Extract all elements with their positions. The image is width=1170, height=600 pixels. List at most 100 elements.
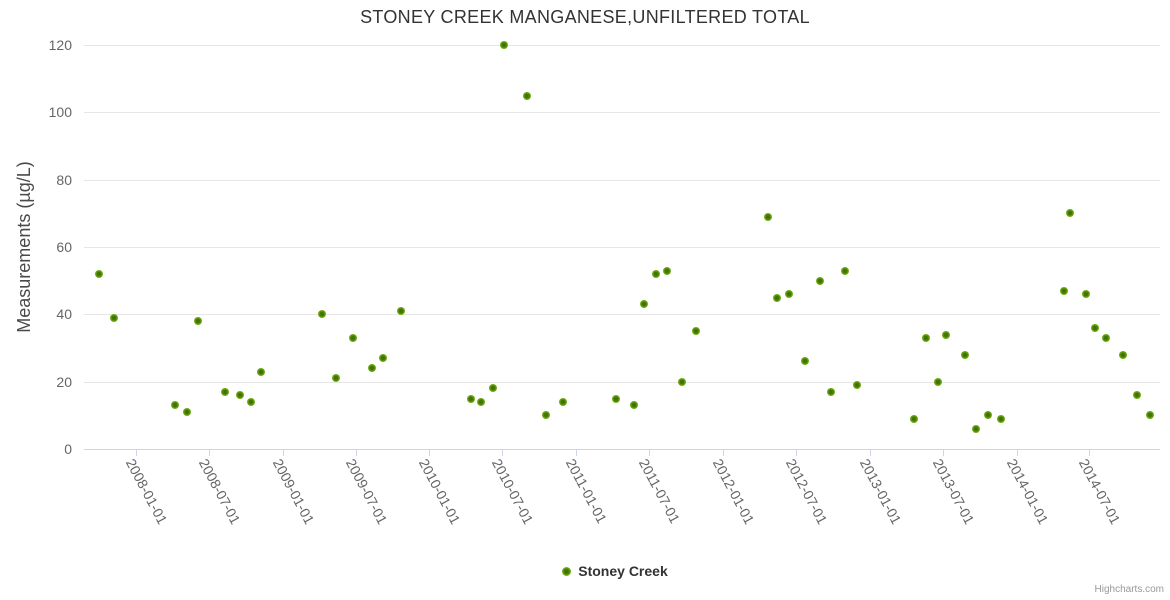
data-point[interactable] <box>256 367 265 376</box>
x-axis-tick <box>943 450 944 456</box>
data-point[interactable] <box>182 407 191 416</box>
data-point[interactable] <box>763 212 772 221</box>
x-axis-tick <box>429 450 430 456</box>
x-axis-line <box>84 449 1160 450</box>
y-axis-tick-label: 120 <box>48 37 72 53</box>
x-axis-tick <box>870 450 871 456</box>
data-point[interactable] <box>934 377 943 386</box>
data-point[interactable] <box>1119 350 1128 359</box>
x-axis-tick-label: 2008-07-01 <box>195 456 244 527</box>
data-point[interactable] <box>1066 209 1075 218</box>
data-point[interactable] <box>663 266 672 275</box>
legend[interactable]: Stoney Creek <box>0 562 1170 580</box>
x-axis-tick <box>283 450 284 456</box>
x-axis-tick <box>1089 450 1090 456</box>
data-point[interactable] <box>785 290 794 299</box>
x-axis-tick <box>649 450 650 456</box>
data-point[interactable] <box>110 313 118 322</box>
data-point[interactable] <box>318 310 327 319</box>
x-axis-tick-label: 2011-07-01 <box>635 456 684 526</box>
y-axis-tick-label: 20 <box>56 374 72 390</box>
legend-series-label: Stoney Creek <box>578 563 668 579</box>
data-point[interactable] <box>378 354 387 363</box>
data-point[interactable] <box>522 91 531 100</box>
data-point[interactable] <box>801 357 810 366</box>
data-point[interactable] <box>941 330 950 339</box>
data-point[interactable] <box>640 300 649 309</box>
data-point[interactable] <box>853 381 862 390</box>
x-axis-tick <box>209 450 210 456</box>
data-point[interactable] <box>1090 323 1099 332</box>
data-point[interactable] <box>826 387 835 396</box>
x-axis-tick <box>502 450 503 456</box>
x-axis-tick <box>356 450 357 456</box>
data-point[interactable] <box>612 394 621 403</box>
data-point[interactable] <box>984 411 993 420</box>
data-point[interactable] <box>466 394 475 403</box>
x-axis-tick-label: 2014-07-01 <box>1075 456 1124 527</box>
data-point[interactable] <box>629 401 638 410</box>
x-axis-tick-label: 2010-01-01 <box>415 456 464 527</box>
highcharts-credits-link[interactable]: Highcharts.com <box>1094 584 1164 595</box>
data-point[interactable] <box>220 387 229 396</box>
x-axis-tick-label: 2010-07-01 <box>488 456 537 527</box>
data-point[interactable] <box>489 384 498 393</box>
data-point[interactable] <box>1145 411 1154 420</box>
y-axis-tick-label: 80 <box>56 172 72 188</box>
data-point[interactable] <box>1101 333 1110 342</box>
x-axis-tick <box>796 450 797 456</box>
data-point[interactable] <box>961 350 970 359</box>
data-point[interactable] <box>542 411 551 420</box>
data-point[interactable] <box>691 327 700 336</box>
chart-title: STONEY CREEK MANGANESE,UNFILTERED TOTAL <box>360 7 810 27</box>
data-point[interactable] <box>652 269 661 278</box>
x-axis-tick <box>1017 450 1018 456</box>
data-point[interactable] <box>193 317 202 326</box>
x-axis-tick-label: 2009-07-01 <box>342 456 391 527</box>
y-gridline <box>84 247 1160 248</box>
data-point[interactable] <box>840 266 849 275</box>
y-gridline <box>84 45 1160 46</box>
data-point[interactable] <box>367 364 376 373</box>
x-axis-tick <box>576 450 577 456</box>
x-axis-tick-label: 2009-01-01 <box>269 456 318 527</box>
y-gridline <box>84 112 1160 113</box>
data-point[interactable] <box>1059 286 1068 295</box>
y-axis-tick-label: 60 <box>56 239 72 255</box>
y-gridline <box>84 382 1160 383</box>
data-point[interactable] <box>499 41 508 50</box>
data-point[interactable] <box>170 401 179 410</box>
data-point[interactable] <box>997 414 1006 423</box>
x-axis-tick-label: 2013-01-01 <box>856 456 905 527</box>
data-point[interactable] <box>476 397 485 406</box>
x-axis-tick-label: 2008-01-01 <box>122 456 171 527</box>
legend-marker-icon <box>562 566 572 576</box>
y-gridline <box>84 314 1160 315</box>
data-point[interactable] <box>246 397 255 406</box>
x-axis-tick-label: 2014-01-01 <box>1003 456 1052 527</box>
x-axis-tick-label: 2013-07-01 <box>929 456 978 527</box>
data-point[interactable] <box>396 306 405 315</box>
data-point[interactable] <box>816 276 825 285</box>
data-point[interactable] <box>348 333 357 342</box>
y-axis-tick-label: 100 <box>48 104 72 120</box>
data-point[interactable] <box>1081 290 1090 299</box>
y-gridline <box>84 180 1160 181</box>
y-axis-title: Measurements (µg/L) <box>14 161 34 333</box>
x-axis-tick <box>723 450 724 456</box>
data-point[interactable] <box>95 269 104 278</box>
data-point[interactable] <box>972 424 981 433</box>
data-point[interactable] <box>559 397 568 406</box>
data-point[interactable] <box>235 391 244 400</box>
x-axis-tick-label: 2011-01-01 <box>562 456 611 526</box>
y-axis-tick-label: 0 <box>64 441 72 457</box>
data-point[interactable] <box>910 414 919 423</box>
data-point[interactable] <box>773 293 782 302</box>
x-axis-tick-label: 2012-01-01 <box>709 456 758 527</box>
data-point[interactable] <box>331 374 340 383</box>
data-point[interactable] <box>921 333 930 342</box>
data-point[interactable] <box>1132 391 1141 400</box>
data-point[interactable] <box>677 377 686 386</box>
y-axis-tick-label: 40 <box>56 306 72 322</box>
x-axis-tick-label: 2012-07-01 <box>782 456 831 527</box>
